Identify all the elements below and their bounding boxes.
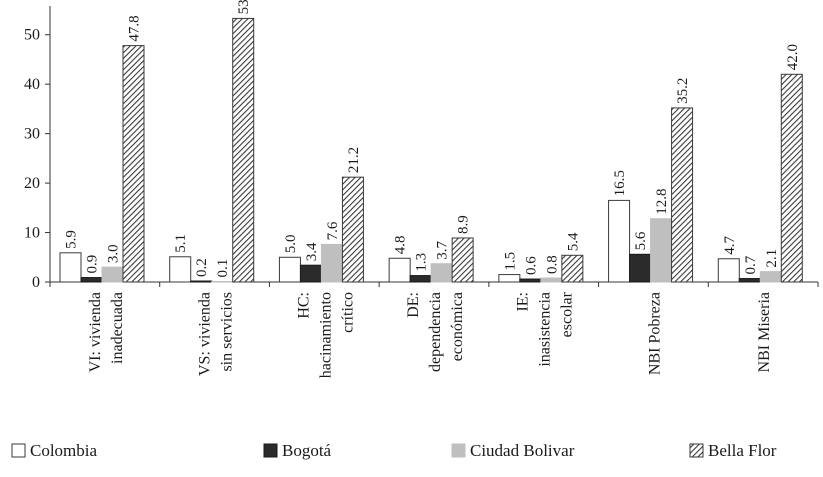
bar xyxy=(190,280,213,283)
category-label: hacinamiento xyxy=(317,292,334,378)
category-label: escolar xyxy=(559,291,576,337)
bar xyxy=(650,218,673,283)
data-label: 3.4 xyxy=(304,242,320,261)
bar xyxy=(430,263,453,283)
data-label: 5.1 xyxy=(173,234,189,253)
category-label: crítico xyxy=(339,292,356,333)
legend-label: Bogotá xyxy=(282,441,332,460)
data-label: 5.4 xyxy=(565,232,581,251)
data-label: 5.9 xyxy=(64,230,80,249)
category-label: económica xyxy=(449,292,466,361)
legend-label: Bella Flor xyxy=(708,441,777,460)
y-tick-label: 40 xyxy=(24,76,40,93)
bar xyxy=(759,271,782,283)
data-label: 3.7 xyxy=(435,240,451,259)
data-label: 47.8 xyxy=(127,15,143,41)
y-tick-label: 30 xyxy=(24,126,40,143)
bar xyxy=(780,73,803,283)
y-tick-label: 50 xyxy=(24,27,40,44)
bar xyxy=(299,264,322,283)
data-label: 4.8 xyxy=(393,236,409,255)
bar xyxy=(498,274,521,283)
bar xyxy=(671,107,694,283)
bar xyxy=(169,256,192,283)
bar xyxy=(80,277,103,283)
data-label: 21.2 xyxy=(346,147,362,173)
legend-swatch xyxy=(451,443,466,458)
bars-group xyxy=(59,17,803,283)
bar xyxy=(320,243,343,283)
bar xyxy=(388,257,411,283)
bar xyxy=(608,199,631,283)
data-label: 5.6 xyxy=(633,231,649,250)
data-label: 0.1 xyxy=(215,259,231,278)
category-label: sin servicios xyxy=(219,292,236,372)
category-label: NBI Pobreza xyxy=(646,292,663,375)
bar xyxy=(409,275,432,283)
category-label: HC: xyxy=(295,292,312,319)
data-label: 0.6 xyxy=(523,256,539,275)
data-label: 0.9 xyxy=(85,255,101,274)
y-tick-label: 20 xyxy=(24,175,40,192)
data-label: 7.6 xyxy=(325,221,341,240)
bar xyxy=(341,176,364,283)
category-labels-group: VI: vivienda inadecuada VS: vivienda sin se… xyxy=(87,291,773,378)
data-label: 3.0 xyxy=(106,244,122,263)
data-label: 1.3 xyxy=(414,253,430,272)
bar xyxy=(232,17,255,283)
data-labels-group: 5.9 5.1 5.0 4.8 1.5 16.5 4.7 0.9 0.2 3.4 1.3 0.6 5.6… xyxy=(64,0,801,278)
data-label: 16.5 xyxy=(612,170,628,196)
category-label: dependencia xyxy=(427,292,444,372)
legend-swatch xyxy=(263,443,278,458)
legend-label: Ciudad Bolivar xyxy=(470,441,575,460)
data-label: 0.8 xyxy=(544,255,560,274)
bar xyxy=(561,254,584,283)
category-label: IE: xyxy=(515,292,532,312)
y-tick-label: 10 xyxy=(24,225,40,242)
category-label: VS: vivienda xyxy=(197,292,214,376)
bar xyxy=(451,237,474,283)
category-label: VI: vivienda xyxy=(87,292,104,372)
data-label: 0.2 xyxy=(194,258,210,277)
legend-swatch xyxy=(11,443,26,458)
bar xyxy=(278,256,301,283)
data-label: 8.9 xyxy=(456,215,472,234)
data-label: 53.3 xyxy=(236,0,252,14)
bar xyxy=(59,252,82,283)
bar xyxy=(519,278,542,283)
y-tick-label: 0 xyxy=(32,274,40,291)
category-label: inadecuada xyxy=(109,292,126,364)
bar xyxy=(717,258,740,283)
data-label: 35.2 xyxy=(675,78,691,104)
bar xyxy=(540,277,563,283)
bar xyxy=(738,278,761,283)
bar xyxy=(101,266,124,283)
data-label: 2.1 xyxy=(764,249,780,268)
data-label: 0.7 xyxy=(743,255,759,274)
legend-swatch xyxy=(689,443,704,458)
bar xyxy=(629,253,652,283)
data-label: 12.8 xyxy=(654,188,670,214)
data-label: 42.0 xyxy=(785,44,801,70)
legend: Colombia Bogotá Ciudad Bolivar Bella Flor xyxy=(11,441,777,460)
category-label: NBI Miseria xyxy=(756,292,773,372)
legend-label: Colombia xyxy=(30,441,98,460)
category-label: inasistencia xyxy=(537,292,554,367)
data-label: 1.5 xyxy=(502,252,518,271)
bar xyxy=(122,45,145,283)
category-label: DE: xyxy=(405,292,422,318)
data-label: 4.7 xyxy=(722,236,738,255)
data-label: 5.0 xyxy=(283,235,299,254)
